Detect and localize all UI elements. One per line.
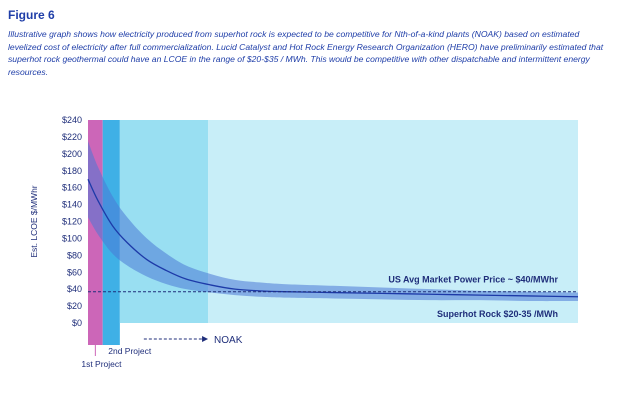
- y-tick-label: $200: [62, 149, 82, 159]
- lcoe-line: [87, 178, 579, 298]
- first-project-label: 1st Project: [81, 359, 122, 369]
- figure-title: Figure 6: [8, 8, 55, 22]
- second-project-label: 2nd Project: [108, 346, 152, 356]
- y-tick-label: $60: [67, 267, 82, 277]
- y-tick-label: $0: [72, 318, 82, 328]
- y-tick-label: $240: [62, 115, 82, 125]
- y-tick-label: $140: [62, 200, 82, 210]
- y-tick-label: $120: [62, 217, 82, 227]
- y-tick-label: $100: [62, 233, 82, 243]
- superhot-rock-label: Superhot Rock $20-35 /MWh: [437, 309, 558, 319]
- lcoe-line-layer: [87, 178, 579, 298]
- y-tick-label: $180: [62, 166, 82, 176]
- y-tick-label: $160: [62, 183, 82, 193]
- noak-label: NOAK: [214, 335, 243, 346]
- phase-band-2: [119, 120, 209, 323]
- y-tick-label: $20: [67, 301, 82, 311]
- y-axis: $0 $20 $40 $60 $80 $100 $120 $140 $160 $180 $200 $2…: [62, 115, 82, 328]
- y-tick-label: $220: [62, 132, 82, 142]
- figure-caption: Illustrative graph shows how electricity…: [8, 29, 604, 77]
- y-tick-label: $80: [67, 250, 82, 260]
- reference-line-label: US Avg Market Power Price ~ $40/MWhr: [388, 275, 558, 285]
- y-axis-label: Est. LCOE $/MWhr: [29, 185, 39, 257]
- noak-arrow-head: [202, 336, 209, 342]
- phase-labels: 1st Project 2nd Project NOAK: [81, 331, 243, 369]
- y-tick-label: $40: [67, 284, 82, 294]
